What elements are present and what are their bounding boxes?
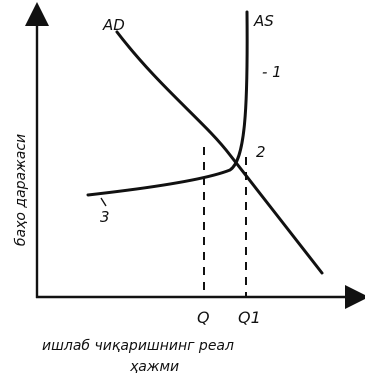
as-label: AS	[253, 12, 274, 30]
ad-curve	[115, 30, 324, 275]
segment-3-label: 3	[100, 208, 110, 226]
q-label: Q	[197, 308, 210, 327]
segment-2-label: 2	[256, 143, 266, 161]
x-axis-label-line2: ҳажми	[129, 359, 179, 375]
ad-label: AD	[102, 16, 125, 34]
q1-label: Q1	[238, 308, 261, 327]
segment-1-label: - 1	[262, 63, 282, 81]
segment-3-pointer	[100, 197, 107, 207]
x-axis-label-line1: ишлаб чиқаришнинг реал	[42, 338, 234, 354]
as-curve	[86, 10, 249, 197]
y-axis-label: баҳо даражаси	[13, 134, 29, 246]
